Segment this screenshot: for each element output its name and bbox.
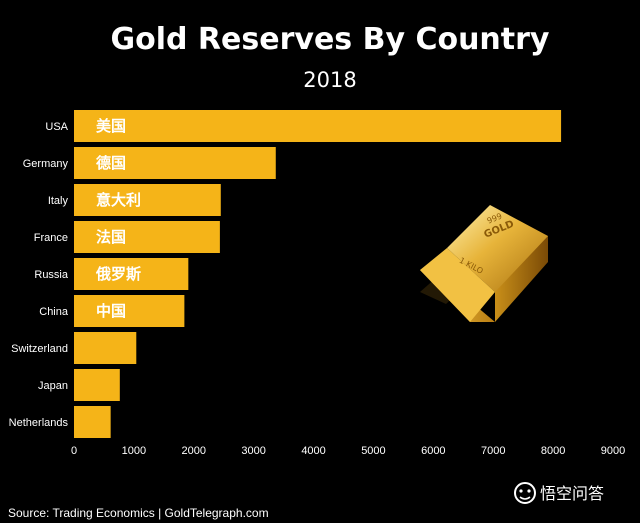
bar-label-russia: 俄罗斯 bbox=[95, 265, 141, 283]
x-tick-label: 3000 bbox=[241, 445, 265, 457]
gold-bar-top-face bbox=[447, 205, 548, 292]
bar-usa bbox=[74, 110, 562, 142]
bar-france bbox=[74, 221, 220, 253]
bar-italy bbox=[74, 184, 221, 216]
chart-title: Gold Reserves By Country bbox=[111, 22, 550, 57]
x-tick-label: 6000 bbox=[421, 445, 445, 457]
x-tick-label: 0 bbox=[71, 445, 77, 457]
x-tick-label: 2000 bbox=[182, 445, 206, 457]
category-label-france: France bbox=[34, 232, 68, 244]
bar-label-italy: 意大利 bbox=[96, 191, 141, 209]
category-label-usa: USA bbox=[45, 121, 68, 133]
source-note: Source: Trading Economics | GoldTelegrap… bbox=[8, 506, 269, 520]
bar-japan bbox=[74, 369, 120, 401]
bar-russia bbox=[74, 258, 189, 290]
watermark-text: 悟空问答 bbox=[540, 484, 604, 503]
bar-label-china: 中国 bbox=[96, 302, 126, 320]
gold-bar-icon: 999 GOLD 1 KILO bbox=[420, 205, 548, 322]
category-label-russia: Russia bbox=[34, 269, 69, 281]
bar-label-france: 法国 bbox=[96, 228, 126, 246]
wukong-logo-icon bbox=[514, 482, 536, 504]
x-tick-label: 7000 bbox=[481, 445, 505, 457]
x-tick-label: 1000 bbox=[122, 445, 146, 457]
x-tick-label: 9000 bbox=[601, 445, 625, 457]
x-tick-label: 4000 bbox=[301, 445, 325, 457]
chart-subtitle: 2018 bbox=[303, 68, 356, 92]
category-label-japan: Japan bbox=[38, 380, 68, 392]
category-label-italy: Italy bbox=[48, 195, 69, 207]
category-label-china: China bbox=[39, 306, 69, 318]
bar-china bbox=[74, 295, 185, 327]
watermark: 悟空问答 bbox=[514, 482, 604, 504]
bar-label-usa: 美国 bbox=[96, 117, 126, 135]
category-labels: USA Germany Italy France Russia China Switzerl… bbox=[9, 121, 69, 429]
bar-netherlands bbox=[74, 406, 111, 438]
x-tick-label: 5000 bbox=[361, 445, 385, 457]
bar-label-germany: 德国 bbox=[96, 154, 126, 172]
bar-germany bbox=[74, 147, 276, 179]
category-label-switzerland: Switzerland bbox=[11, 343, 68, 355]
category-label-germany: Germany bbox=[23, 158, 69, 170]
category-label-netherlands: Netherlands bbox=[9, 417, 69, 429]
x-tick-label: 8000 bbox=[541, 445, 565, 457]
bar-switzerland bbox=[74, 332, 137, 364]
x-axis-ticks: 0 1000 2000 3000 4000 5000 6000 7000 8000 9000 bbox=[71, 445, 625, 457]
